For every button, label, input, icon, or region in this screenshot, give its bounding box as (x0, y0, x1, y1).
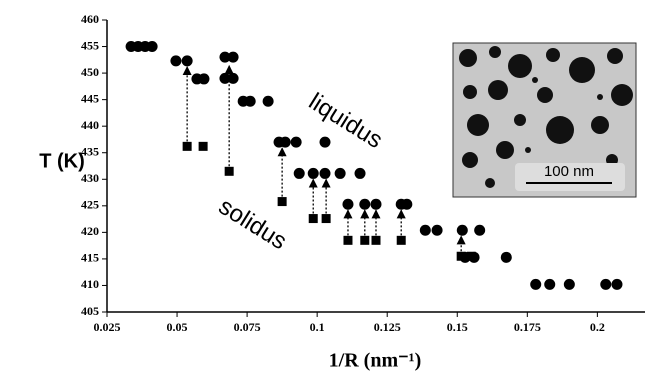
y-tick-label: 410 (81, 277, 99, 291)
solidus-point (372, 236, 381, 245)
x-tick-label: 0.15 (447, 320, 468, 334)
liquidus-point (544, 279, 555, 290)
liquidus-point (245, 96, 256, 107)
y-tick-label: 455 (81, 38, 99, 52)
y-tick-label: 420 (81, 224, 99, 238)
x-tick-label: 0.1 (310, 320, 325, 334)
liquidus-point (600, 279, 611, 290)
liquidus-point (564, 279, 575, 290)
x-tick-label: 0.05 (167, 320, 188, 334)
y-tick-label: 430 (81, 171, 99, 185)
liquidus-point (474, 225, 485, 236)
solidus-point (278, 197, 287, 206)
x-tick-label: 0.025 (94, 320, 121, 334)
x-tick-label: 0.175 (514, 320, 541, 334)
y-tick-label: 445 (81, 91, 99, 105)
x-axis-label: 1/R (nm⁻¹) (329, 350, 422, 372)
liquidus-point (147, 41, 158, 52)
y-tick-label: 460 (81, 12, 99, 26)
solidus-point (397, 236, 406, 245)
liquidus-point (420, 225, 431, 236)
solidus-point (309, 214, 318, 223)
liquidus-point (294, 168, 305, 179)
liquidus-point (291, 137, 302, 148)
liquidus-point (320, 168, 331, 179)
liquidus-point (355, 168, 366, 179)
liquidus-point (198, 73, 209, 84)
y-tick-label: 425 (81, 198, 99, 212)
chart: 100 nm liquidus solidus T (K) 1/R (nm⁻¹)… (0, 0, 647, 378)
liquidus-point (401, 199, 412, 210)
liquidus-point (335, 168, 346, 179)
y-tick-label: 405 (81, 304, 99, 318)
solidus-point (457, 252, 466, 261)
liquidus-point (432, 225, 443, 236)
solidus-point (225, 167, 234, 176)
liquidus-point (308, 168, 319, 179)
inset-scale-label: 100 nm (544, 163, 594, 180)
solidus-point (467, 252, 476, 261)
solidus-point (343, 236, 352, 245)
liquidus-point (371, 199, 382, 210)
y-tick-label: 435 (81, 144, 99, 158)
y-axis-label: T (K) (39, 150, 85, 172)
liquidus-label: liquidus (304, 88, 387, 154)
liquidus-point (501, 252, 512, 263)
y-tick-label: 415 (81, 251, 99, 265)
y-tick-label: 440 (81, 118, 99, 132)
solidus-point (199, 142, 208, 151)
liquidus-point (228, 73, 239, 84)
y-tick-label: 450 (81, 65, 99, 79)
solidus-point (322, 214, 331, 223)
liquidus-point (182, 55, 193, 66)
liquidus-point (280, 137, 291, 148)
liquidus-point (457, 225, 468, 236)
solidus-point (183, 142, 192, 151)
liquidus-point (228, 52, 239, 63)
liquidus-point (530, 279, 541, 290)
liquidus-point (611, 279, 622, 290)
solidus-point (360, 236, 369, 245)
liquidus-point (320, 137, 331, 148)
inset-image: 100 nm (453, 43, 636, 197)
liquidus-point (359, 199, 370, 210)
liquidus-point (170, 55, 181, 66)
x-tick-label: 0.125 (374, 320, 401, 334)
x-tick-label: 0.2 (590, 320, 605, 334)
liquidus-point (342, 199, 353, 210)
liquidus-point (263, 96, 274, 107)
x-tick-label: 0.075 (234, 320, 261, 334)
